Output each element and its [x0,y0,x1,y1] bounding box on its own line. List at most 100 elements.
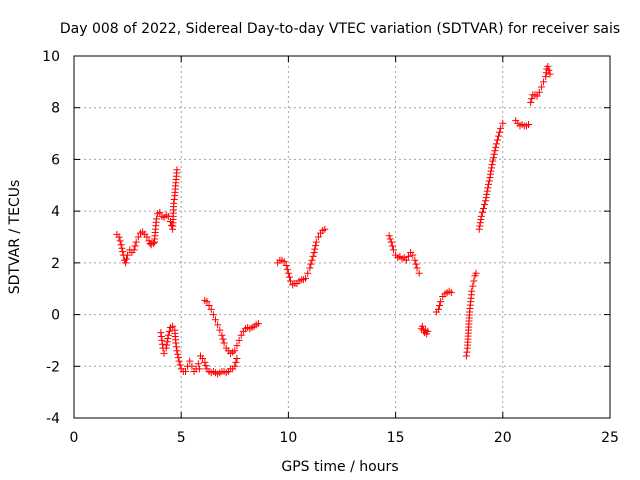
data-point [493,136,501,144]
data-point [115,233,123,241]
data-point [149,239,157,247]
data-point [489,157,497,165]
data-point [481,201,489,209]
data-point [283,265,291,273]
data-point [484,184,492,192]
data-point [385,232,393,240]
x-tick-label: 0 [70,430,79,446]
data-point [488,161,496,169]
data-point [176,361,184,369]
x-axis-label: GPS time / hours [281,459,398,475]
data-point [483,187,491,195]
data-segment [512,117,533,130]
data-point [487,167,495,175]
y-axis-label: SDTVAR / TECUs [7,180,23,295]
data-point [153,215,161,223]
data-point [495,132,503,140]
data-point [174,350,182,358]
data-point [469,282,477,290]
data-point [470,277,478,285]
data-point [202,362,210,370]
data-point [525,121,533,129]
data-point [447,289,455,297]
data-point [237,331,245,339]
data-point [475,225,483,233]
data-point [535,88,543,96]
data-point [124,251,132,259]
data-point [462,352,470,360]
data-point [491,147,499,155]
data-point [544,62,552,70]
data-point [312,238,320,246]
data-point [174,354,182,362]
data-point [157,329,165,337]
data-point [169,322,177,330]
data-point [528,95,536,103]
data-point [170,199,178,207]
data-point [172,339,180,347]
data-point [173,166,181,174]
data-point [307,260,315,268]
data-point [527,99,535,107]
data-segment [385,232,423,277]
data-point [404,252,412,260]
data-point [163,338,171,346]
data-point [163,341,171,349]
data-point [158,336,166,344]
data-segment [201,296,262,357]
data-point [472,269,480,277]
data-point [418,322,426,330]
data-point [175,357,183,365]
data-point [314,233,322,241]
data-point [434,305,442,313]
data-segment [462,269,480,360]
y-tick-label: 10 [42,49,60,65]
data-point [233,342,241,350]
data-point [173,347,181,355]
data-point [533,92,541,100]
axis-ticks: 0 5 10 15 20 25 -4 -2 0 2 4 6 8 10 [42,49,619,446]
data-point [486,174,494,182]
data-point [164,331,172,339]
data-point [482,194,490,202]
x-tick-label: 20 [494,430,512,446]
x-tick-label: 15 [387,430,405,446]
data-point [134,233,142,241]
data-point [546,70,554,78]
data-point [165,327,173,335]
y-tick-label: 0 [51,308,60,324]
data-segment [274,225,329,289]
chart-title: Day 008 of 2022, Sidereal Day-to-day VTE… [60,21,620,37]
data-point [310,249,318,257]
y-tick-label: 8 [51,101,60,117]
data-point [254,320,262,328]
data-point [131,242,139,250]
data-point [482,197,490,205]
data-point [216,326,224,334]
grid-lines [74,56,610,418]
data-point [537,83,545,91]
data-point [306,264,314,272]
data-point [181,367,189,375]
data-point [214,321,222,329]
data-point [468,287,476,295]
data-point [132,238,140,246]
x-tick-label: 5 [177,430,186,446]
data-segment [150,166,181,246]
data-point [492,143,500,151]
data-point [488,164,496,172]
data-point [496,128,504,136]
data-point [409,251,417,259]
data-point [480,205,488,213]
data-point [119,248,127,256]
data-point [309,252,317,260]
data-segment [196,352,241,378]
data-point [195,365,203,373]
data-point [130,246,138,254]
data-point [311,245,319,253]
data-point [201,358,209,366]
y-tick-label: -2 [46,359,60,375]
data-point [118,244,126,252]
data-point [231,362,239,370]
